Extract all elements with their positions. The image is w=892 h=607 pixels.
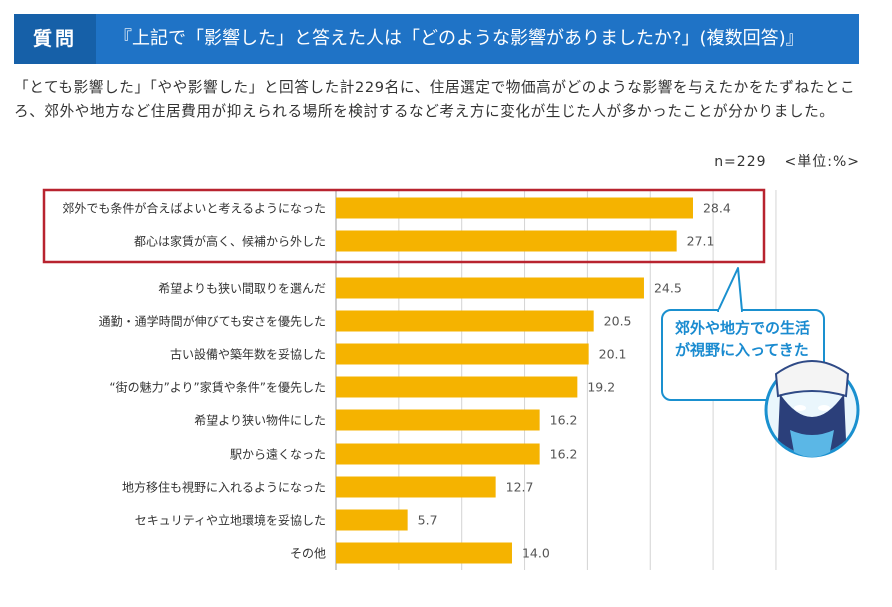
value-label: 27.1	[687, 234, 715, 249]
bar	[336, 476, 496, 498]
category-label: 都心は家賃が高く、候補から外した	[134, 234, 326, 249]
bar	[336, 409, 540, 431]
sample-size: n=229	[714, 154, 767, 170]
bar	[336, 230, 677, 252]
value-label: 12.7	[506, 480, 534, 495]
value-label: 16.2	[550, 413, 578, 428]
category-label: 駅から遠くなった	[230, 448, 326, 462]
question-header: 質問 『上記で「影響した」と答えた人は「どのような影響がありましたか?」(複数回…	[14, 14, 859, 64]
value-label: 14.0	[522, 546, 550, 561]
category-label: セキュリティや立地環境を妥協した	[135, 513, 326, 528]
bar	[336, 509, 408, 531]
value-label: 20.1	[599, 347, 627, 362]
category-label: 郊外でも条件が合えばよいと考えるようになった	[62, 201, 326, 216]
bar	[336, 310, 594, 332]
callout-bubble: 郊外や地方での生活が視野に入ってきた	[661, 309, 825, 401]
category-label: 希望より狭い物件にした	[194, 413, 326, 428]
category-label: その他	[290, 547, 326, 561]
question-badge: 質問	[14, 14, 96, 64]
bar	[336, 443, 540, 465]
sample-meta: n=229 <単位:%>	[696, 151, 860, 171]
callout-text: 郊外や地方での生活が視野に入ってきた	[675, 319, 811, 359]
value-label: 24.5	[654, 281, 682, 296]
category-label: 地方移住も視野に入れるようになった	[122, 480, 326, 495]
bar	[336, 542, 512, 564]
value-label: 5.7	[418, 513, 438, 528]
category-label: 通勤・通学時間が伸びても安さを優先した	[99, 314, 326, 329]
value-label: 19.2	[587, 380, 615, 395]
value-label: 20.5	[604, 314, 632, 329]
category-label: 古い設備や築年数を妥協した	[170, 347, 326, 362]
bar	[336, 197, 693, 219]
question-title: 『上記で「影響した」と答えた人は「どのような影響がありましたか?」(複数回答)』	[114, 28, 804, 49]
bar	[336, 343, 589, 365]
unit-label: <単位:%>	[784, 154, 860, 170]
value-label: 28.4	[703, 201, 731, 216]
description-text: 「とても影響した」「やや影響した」と回答した計229名に、住居選定で物価高がどの…	[14, 79, 856, 120]
category-label: 希望よりも狭い間取りを選んだ	[158, 281, 326, 296]
bar	[336, 376, 578, 398]
value-label: 16.2	[550, 447, 578, 462]
highlight-frame	[42, 188, 766, 264]
bar	[336, 277, 644, 299]
category-label: “街の魅力”より”家賃や条件”を優先した	[109, 380, 326, 395]
